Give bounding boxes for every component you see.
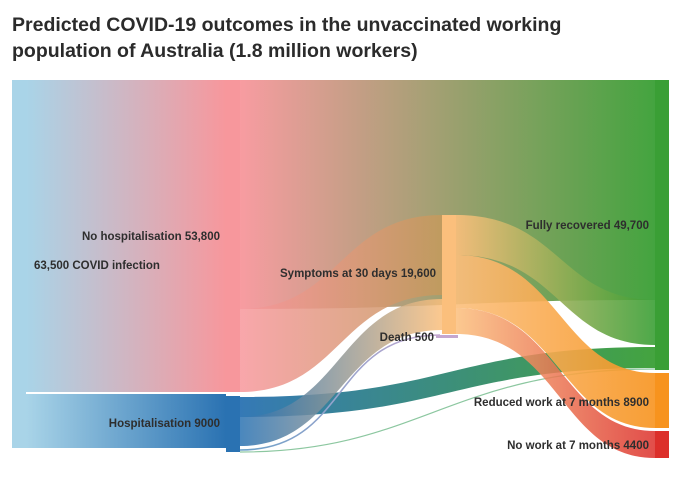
link-symptoms-to-fully-recovered (456, 215, 655, 345)
label-no-work-7-months: No work at 7 months 4400 (507, 440, 649, 452)
link-no-hospitalisation-to-symptoms (240, 215, 442, 392)
node-reduced-work-7-months (655, 373, 669, 428)
label-no-hospitalisation: No hospitalisation 53,800 (82, 231, 220, 243)
link-infection-to-no-hospitalisation (26, 80, 226, 392)
node-symptoms-at-30-days (442, 215, 456, 334)
link-infection-to-hospitalisation (26, 394, 226, 448)
label-hospitalisation: Hospitalisation 9000 (109, 418, 220, 430)
label-covid-infection: 63,500 COVID infection (34, 260, 160, 272)
node-no-hospitalisation (226, 80, 240, 392)
label-death: Death 500 (380, 332, 434, 344)
chart-title: Predicted COVID-19 outcomes in the unvac… (12, 14, 562, 62)
link-symptoms-to-reduced-work (456, 255, 655, 428)
link-hospitalisation-to-death (239, 334, 441, 451)
label-symptoms-at-30-days: Symptoms at 30 days 19,600 (280, 268, 436, 280)
link-symptoms-to-no-work (456, 308, 655, 458)
node-hospitalisation (226, 396, 240, 452)
node-no-work-7-months (655, 431, 669, 458)
label-reduced-work-7-months: Reduced work at 7 months 8900 (474, 397, 649, 409)
node-covid-infection (12, 80, 26, 448)
node-death (436, 335, 458, 338)
node-fully-recovered (655, 80, 669, 370)
label-fully-recovered: Fully recovered 49,700 (526, 220, 649, 232)
link-hospitalisation-to-symptoms (240, 299, 442, 446)
